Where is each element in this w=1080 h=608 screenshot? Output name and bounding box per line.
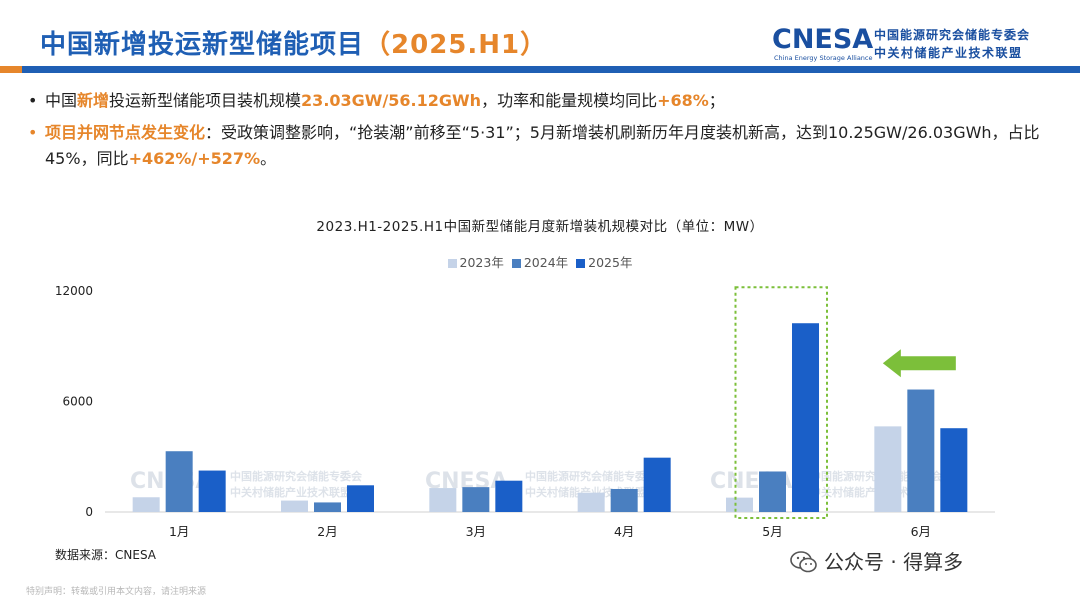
wechat-account-label: 公众号 · 得算多 [824, 550, 964, 574]
x-tick-label: 5月 [762, 524, 782, 539]
bar [495, 480, 523, 512]
bar [462, 487, 490, 512]
wechat-icon [790, 551, 817, 573]
bullet-text: 投运新型储能项目装机规模 [109, 91, 302, 110]
bar [759, 471, 786, 512]
highlight-text: +68% [657, 91, 709, 110]
legend-swatch [511, 259, 521, 268]
legend-item: 2025年 [576, 252, 632, 271]
x-tick-label: 4月 [614, 524, 634, 539]
data-source: 数据来源：CNESA [55, 548, 156, 562]
bullet-text: 中国 [45, 91, 78, 110]
bar [643, 457, 671, 512]
legend-label: 2025年 [588, 255, 633, 270]
bar [907, 389, 935, 512]
bar [577, 492, 605, 512]
page-title: 中国新增投运新型储能项目（2025.H1） [40, 30, 548, 60]
bullet-item: • 项目并网节点发生变化：受政策调整影响，“抢装潮”前移至“5·31”；5月新增装… [28, 120, 1058, 172]
y-tick-label: 0 [85, 505, 93, 519]
bar [198, 470, 226, 512]
wechat-account: 公众号 · 得算多 [790, 546, 963, 575]
legend-label: 2023年 [459, 255, 504, 270]
disclaimer: 特别声明：转载或引用本文内容，请注明来源 [26, 587, 207, 597]
highlight-text: 新增 [77, 91, 110, 110]
chart-legend: 2023年 2024年 2025年 [0, 252, 1080, 271]
bar [165, 451, 193, 512]
logo-cn-line1: 中国能源研究会储能专委会 [874, 28, 1031, 42]
bar [281, 500, 308, 512]
bar [792, 323, 819, 512]
header-divider-accent [0, 66, 22, 73]
y-tick-label: 6000 [62, 395, 93, 409]
bullet-text: ：受政策调整影响，“抢装潮”前移至“5·31”；5月新增装机刷新历年月度装机新高… [45, 123, 1040, 168]
x-tick-label: 6月 [911, 524, 931, 539]
legend-swatch [447, 259, 457, 268]
logo-main-text: CNESA [772, 24, 874, 55]
highlight-text: 23.03GW/56.12GWh [301, 91, 482, 110]
watermark-cn-line1: 中国能源研究会储能专委会 [230, 469, 363, 483]
highlight-box [734, 286, 828, 519]
legend-item: 2024年 [511, 252, 569, 271]
y-tick-label: 12000 [55, 284, 93, 298]
legend-item: 2023年 [447, 252, 504, 271]
highlight-arrow [882, 349, 956, 378]
header-divider [0, 66, 1080, 73]
bar [940, 428, 968, 512]
summary-bullets: • 中国新增投运新型储能项目装机规模23.03GW/56.12GWh，功率和能量规… [28, 88, 1058, 178]
highlight-text: +462%/+527% [128, 149, 261, 168]
x-tick-label: 1月 [169, 524, 189, 539]
x-tick-label: 3月 [466, 524, 486, 539]
bar [347, 485, 374, 512]
highlight-text: 项目并网节点发生变化 [45, 123, 206, 142]
bar [132, 497, 160, 512]
title-period: （2025.H1） [364, 30, 548, 60]
header: 中国新增投运新型储能项目（2025.H1） CNESA China Energy… [0, 0, 1080, 78]
logo-sub-text: China Energy Storage Alliance [774, 54, 873, 62]
bar [874, 426, 902, 512]
bar-chart: CNESA中国能源研究会储能专委会中关村储能产业技术联盟CNESA中国能源研究会… [55, 284, 995, 539]
bar [429, 488, 457, 512]
bar [314, 502, 341, 512]
bullet-dot: • [28, 123, 38, 142]
cnesa-logo: CNESA China Energy Storage Alliance 中国能源… [772, 22, 1072, 66]
x-tick-label: 2月 [317, 524, 337, 539]
watermark-cn-line2: 中关村储能产业技术联盟 [230, 485, 351, 499]
watermark-cn-line1: 中国能源研究会储能专委会 [525, 469, 658, 483]
bullet-text: 。 [260, 149, 277, 168]
bar [610, 488, 638, 512]
chart-title: 2023.H1-2025.H1中国新型储能月度新增装机规模对比（单位：MW） [316, 219, 764, 235]
legend-swatch [576, 259, 586, 268]
legend-label: 2024年 [523, 255, 569, 270]
logo-cn-line2: 中关村储能产业技术联盟 [874, 46, 1023, 60]
bullet-item: • 中国新增投运新型储能项目装机规模23.03GW/56.12GWh，功率和能量规… [28, 88, 1058, 114]
bar [726, 497, 753, 512]
bullet-text: ； [708, 91, 725, 110]
bullet-text: ，功率和能量规模均同比 [481, 91, 658, 110]
bullet-dot: • [28, 91, 38, 110]
